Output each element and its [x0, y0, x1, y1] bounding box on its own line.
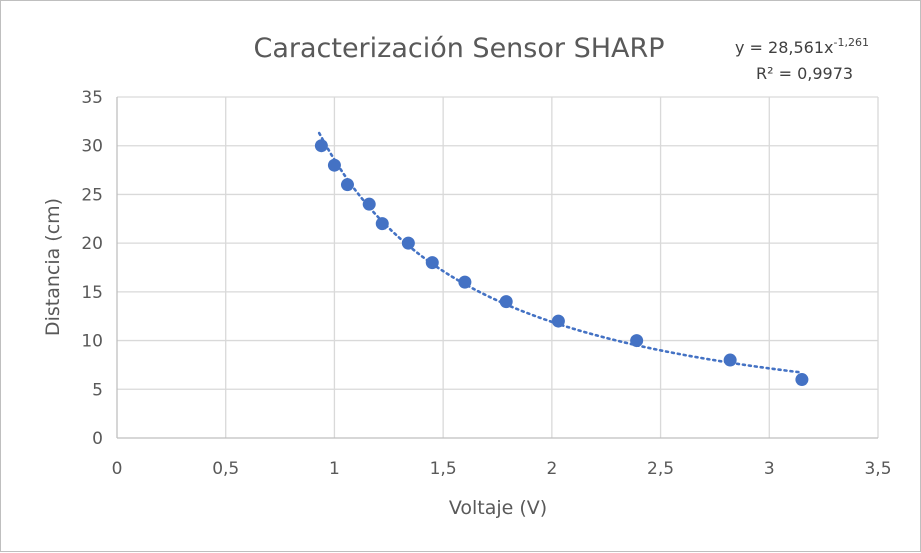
chart-title: Caracterización Sensor SHARP [253, 33, 664, 64]
data-point [362, 197, 376, 211]
x-tick-label: 3 [764, 459, 775, 479]
y-tick-label: 20 [81, 234, 103, 254]
gridlines [117, 96, 879, 438]
y-tick-label: 5 [92, 380, 103, 400]
power-trendline [317, 131, 804, 374]
data-point [630, 334, 644, 348]
equation-base: y = 28,561x [735, 38, 834, 57]
data-point [375, 217, 389, 231]
data-point [340, 178, 354, 192]
data-points [314, 139, 809, 387]
data-point [499, 295, 513, 309]
y-tick-label: 0 [92, 429, 103, 449]
trendline-layer [317, 131, 804, 374]
r-squared-label: R² = 0,9973 [756, 64, 853, 83]
x-tick-label: 1 [329, 459, 340, 479]
y-tick-label: 25 [81, 185, 103, 205]
trendline-equation: y = 28,561x-1,261 [735, 36, 869, 57]
data-point [458, 275, 472, 289]
data-point [723, 353, 737, 367]
x-tick-label: 3,5 [864, 459, 891, 479]
data-point [551, 314, 565, 328]
x-tick-label: 2 [546, 459, 557, 479]
data-point [327, 158, 341, 172]
x-tick-label: 1,5 [430, 459, 457, 479]
x-tick-labels: 0 0,5 1 1,5 2 2,5 3 3,5 [112, 459, 892, 479]
y-tick-label: 30 [81, 137, 103, 157]
data-point [425, 256, 439, 270]
axes [116, 97, 878, 439]
data-point [314, 139, 328, 153]
y-tick-label: 10 [81, 332, 103, 352]
x-axis-title: Voltaje (V) [449, 497, 547, 519]
y-axis-title: Distancia (cm) [42, 198, 64, 336]
data-point [401, 236, 415, 250]
equation-exponent: -1,261 [834, 36, 869, 49]
x-tick-label: 0 [112, 459, 123, 479]
x-tick-label: 2,5 [647, 459, 674, 479]
data-point [795, 373, 809, 387]
y-tick-label: 35 [81, 88, 103, 108]
x-tick-label: 0,5 [212, 459, 239, 479]
y-tick-label: 15 [81, 283, 103, 303]
y-tick-labels: 0 5 10 15 20 25 30 35 [81, 88, 103, 449]
